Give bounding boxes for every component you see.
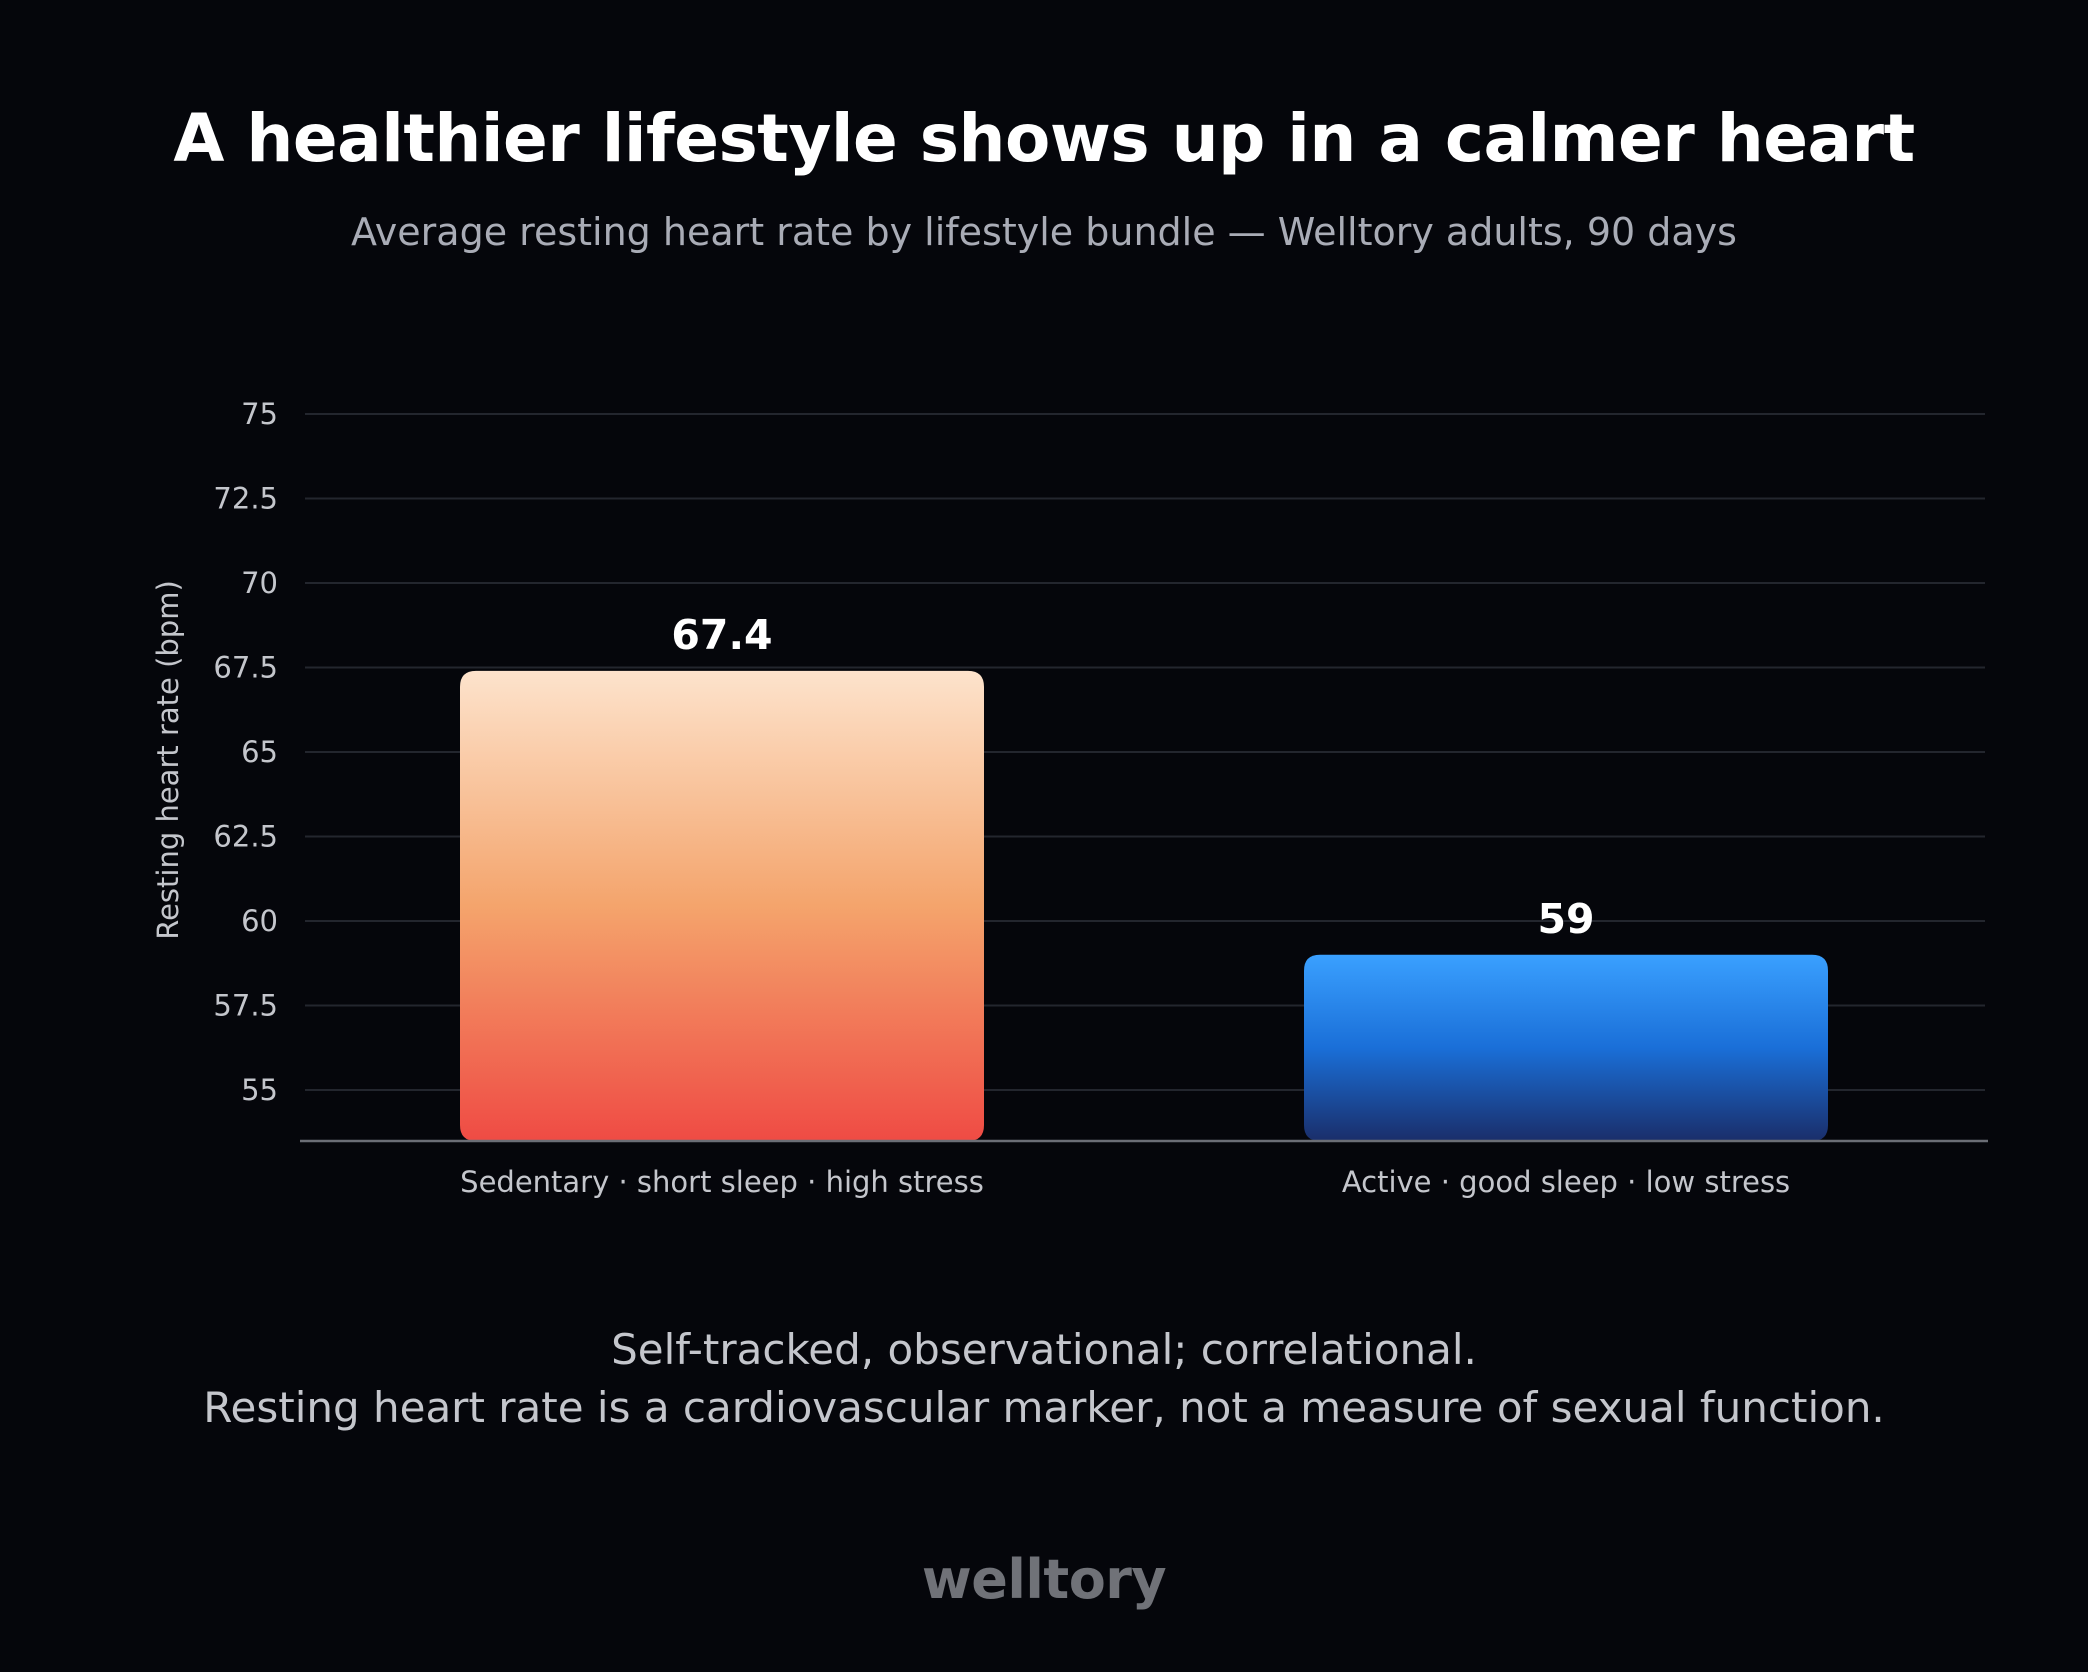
y-tick-label: 57.5 <box>213 989 278 1023</box>
y-axis-ticks: 55 57.5 60 62.5 65 67.5 70 72.5 75 <box>213 397 278 1107</box>
bars: 67.4 59 <box>460 611 1828 1141</box>
welltory-logo: welltory <box>921 1548 1167 1611</box>
y-tick-label: 65 <box>241 735 278 769</box>
x-axis-labels: Sedentary · short sleep · high stress Act… <box>460 1165 1790 1199</box>
y-tick-label: 62.5 <box>213 820 278 854</box>
footnote-line-2: Resting heart rate is a cardiovascular m… <box>203 1383 1885 1432</box>
y-tick-label: 60 <box>241 904 278 938</box>
y-axis-label: Resting heart rate (bpm) <box>151 580 185 940</box>
bar-value-label: 59 <box>1537 895 1594 943</box>
bar-1 <box>460 670 984 1141</box>
bar-2 <box>1304 954 1828 1141</box>
y-tick-label: 70 <box>241 566 278 600</box>
y-tick-label: 67.5 <box>213 651 278 685</box>
chart-title: A healthier lifestyle shows up in a calm… <box>173 100 1915 177</box>
y-tick-label: 55 <box>241 1073 278 1107</box>
footnote-line-1: Self-tracked, observational; correlation… <box>611 1325 1477 1374</box>
y-tick-label: 72.5 <box>213 482 278 516</box>
chart-subtitle: Average resting heart rate by lifestyle … <box>351 210 1737 254</box>
x-category-label: Active · good sleep · low stress <box>1342 1165 1790 1199</box>
bar-value-label: 67.4 <box>671 611 772 659</box>
x-category-label: Sedentary · short sleep · high stress <box>460 1165 984 1199</box>
y-tick-label: 75 <box>241 397 278 431</box>
